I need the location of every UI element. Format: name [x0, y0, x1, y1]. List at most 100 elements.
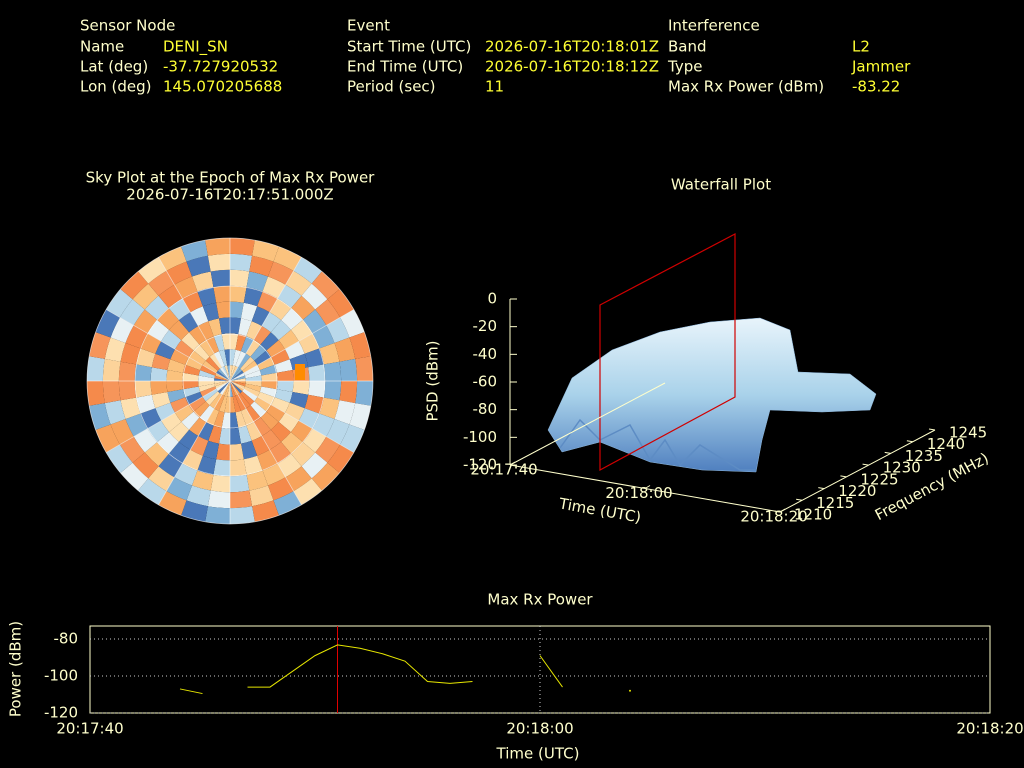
field-label: Lat (deg)	[80, 58, 148, 76]
sky-cell	[230, 368, 243, 381]
sky-cell	[181, 240, 208, 262]
sky-cell	[253, 326, 271, 345]
sky-cell	[268, 261, 294, 285]
sky-cell	[188, 396, 206, 412]
x-axis-label: Time (UTC)	[496, 745, 580, 763]
sky-cell	[349, 403, 371, 430]
header: Sensor Node Name DENI_SN Lat (deg) -37.72792…	[80, 17, 911, 96]
sky-cell	[278, 412, 299, 433]
sky-cell	[189, 417, 207, 436]
sky-cell	[183, 386, 201, 398]
field-value: 2026-07-16T20:18:12Z	[485, 58, 659, 76]
sky-cell	[216, 443, 230, 461]
sky-cell	[219, 367, 230, 381]
sky-cell	[274, 359, 293, 373]
sky-cell	[230, 459, 247, 477]
y-axis-label: Power (dBm)	[7, 621, 25, 717]
sky-cell	[193, 401, 210, 418]
sky-cell	[230, 443, 244, 461]
sky-cell	[118, 361, 137, 381]
sky-cell	[261, 312, 282, 333]
freq-tick-label: 1230	[883, 459, 921, 477]
z-axis-label: PSD (dBm)	[424, 340, 442, 421]
sky-cell	[186, 485, 211, 507]
sky-cell	[214, 378, 230, 381]
sky-cell	[293, 478, 322, 505]
sky-cell	[253, 417, 271, 436]
sky-cell	[216, 370, 230, 381]
sky-cell	[144, 295, 169, 320]
sky-cell	[167, 359, 186, 373]
sky-cell	[206, 408, 220, 426]
field-value: 145.070205688	[163, 78, 282, 96]
sky-cell	[340, 309, 365, 338]
sky-cell	[246, 321, 262, 340]
sky-cell	[198, 381, 215, 387]
sky-cell	[238, 318, 252, 337]
x-tick-label: 20:18:20	[956, 720, 1023, 738]
sky-cell	[166, 370, 184, 381]
sky-cell	[89, 332, 111, 359]
sky-cell	[261, 381, 278, 390]
sky-cell	[208, 318, 222, 337]
power-point	[629, 689, 631, 692]
sky-cell	[181, 332, 200, 351]
sky-cell	[214, 381, 230, 387]
sky-cell	[175, 404, 194, 422]
sky-spoke	[158, 256, 231, 382]
sky-cell	[289, 392, 309, 409]
sky-cell	[243, 287, 263, 307]
sky-spoke	[229, 380, 302, 506]
sky-cell	[217, 368, 230, 381]
sky-cell	[182, 381, 199, 390]
sky-cell	[304, 394, 324, 414]
sky-cell	[230, 378, 246, 381]
sky-cell	[281, 308, 303, 330]
field-label: Start Time (UTC)	[347, 38, 471, 56]
sky-cell	[118, 381, 137, 401]
sky-cell	[213, 459, 230, 477]
sky-cell	[221, 333, 230, 350]
sky-cell	[261, 372, 278, 381]
sky-cell	[190, 306, 209, 326]
field-value: 11	[485, 78, 504, 96]
sky-cell	[120, 271, 149, 300]
sky-cell	[205, 238, 230, 256]
chart-title: Max Rx Power	[487, 591, 593, 609]
freq-tick-label: 1235	[905, 447, 943, 465]
sky-cell	[104, 400, 126, 425]
sky-cell	[250, 344, 267, 361]
sky-cell	[327, 444, 354, 473]
sky-cell	[277, 284, 302, 308]
sky-cell	[355, 381, 373, 406]
psd-ridge	[559, 418, 756, 471]
sky-cell	[235, 410, 247, 428]
sky-cell	[217, 381, 230, 394]
sky-cell	[308, 381, 326, 398]
sky-cell	[291, 442, 316, 467]
field-label: End Time (UTC)	[347, 58, 463, 76]
sky-cell	[240, 356, 255, 371]
sky-cell	[95, 309, 120, 338]
sky-cell	[198, 321, 214, 340]
section-title: Event	[347, 17, 390, 35]
sky-cell	[133, 428, 157, 453]
sky-cell	[214, 351, 225, 368]
sky-cell	[271, 349, 290, 365]
sky-cell	[214, 394, 225, 411]
sky-cell	[170, 349, 189, 365]
sky-cell	[244, 383, 262, 392]
sky-cell	[230, 375, 246, 381]
sky-cell	[224, 349, 230, 366]
y-tick-label: -80	[54, 629, 79, 647]
sky-cell	[241, 440, 258, 460]
sky-cell	[157, 432, 179, 454]
field-value: -83.22	[852, 78, 900, 96]
sky-cell	[136, 348, 156, 368]
sky-cell	[319, 343, 340, 365]
sky-cell	[230, 238, 255, 256]
sky-cell	[150, 367, 168, 381]
sky-cell	[240, 391, 255, 406]
sky-cell	[150, 381, 168, 395]
